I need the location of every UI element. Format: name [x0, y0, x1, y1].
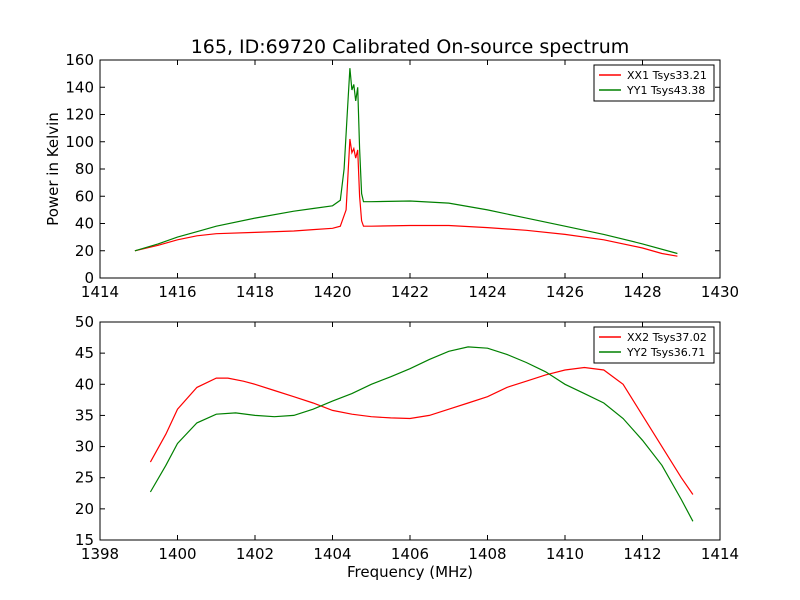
y-tick-label: 0: [84, 269, 94, 287]
y-tick-label: 50: [75, 313, 94, 331]
x-tick-label: 1406: [391, 545, 429, 563]
series-line-2-2: [149, 346, 694, 522]
y-tick-label: 120: [65, 106, 94, 124]
x-tick-label: 1414: [81, 283, 119, 301]
y-tick-label: 100: [65, 133, 94, 151]
y-tick-label: 30: [75, 438, 94, 456]
x-tick-label: 1402: [236, 545, 274, 563]
x-tick-label: 1412: [623, 545, 661, 563]
chart-panel-2: 1398 1400 1402 1404 1406 1408 1410 1412 1414 15 20…: [75, 313, 739, 581]
chart-panel-1: 1414 1416 1418 1420 1422 1424 1426 1428 1430 0 20 4…: [44, 51, 739, 301]
series-line-1-1: [134, 138, 678, 257]
x-tick-label: 1398: [81, 545, 119, 563]
series-line-1-2: [134, 68, 678, 255]
x-tick-label: 1420: [313, 283, 351, 301]
x-tick-label: 1426: [546, 283, 584, 301]
series-line-2-1: [149, 366, 694, 495]
x-tick-label: 1424: [468, 283, 506, 301]
x-axis-label: Frequency (MHz): [347, 563, 473, 581]
y-tick-label: 25: [75, 469, 94, 487]
x-tick-label: 1408: [468, 545, 506, 563]
x-tick-label: 1414: [701, 545, 739, 563]
legend-label: YY2 Tsys36.71: [626, 346, 705, 359]
x-tick-label: 1400: [158, 545, 196, 563]
y-tick-label: 40: [75, 375, 94, 393]
y-tick-label: 40: [75, 215, 94, 233]
legend: XX2 Tsys37.02 YY2 Tsys36.71: [593, 326, 715, 364]
y-tick-label: 15: [75, 531, 94, 549]
y-tick-label: 45: [75, 344, 94, 362]
figure-title: 165, ID:69720 Calibrated On-source spect…: [191, 36, 630, 58]
legend-label: XX1 Tsys33.21: [627, 69, 707, 82]
y-tick-label: 80: [75, 160, 94, 178]
y-tick-label: 20: [75, 242, 94, 260]
x-tick-label: 1418: [236, 283, 274, 301]
x-tick-label: 1404: [313, 545, 351, 563]
y-tick-label: 20: [75, 500, 94, 518]
x-tick-label: 1428: [623, 283, 661, 301]
y-tick-label: 140: [65, 78, 94, 96]
legend-label: YY1 Tsys43.38: [626, 84, 705, 97]
y-axis-label: Power in Kelvin: [44, 112, 62, 226]
legend: XX1 Tsys33.21 YY1 Tsys43.38: [593, 64, 715, 102]
y-tick-label: 160: [65, 51, 94, 69]
x-tick-label: 1430: [701, 283, 739, 301]
legend-box: [593, 64, 715, 102]
y-tick-label: 60: [75, 187, 94, 205]
legend-label: XX2 Tsys37.02: [627, 331, 707, 344]
x-tick-label: 1410: [546, 545, 584, 563]
y-tick-label: 35: [75, 406, 94, 424]
legend-box: [593, 326, 715, 364]
x-tick-label: 1416: [158, 283, 196, 301]
x-tick-label: 1422: [391, 283, 429, 301]
